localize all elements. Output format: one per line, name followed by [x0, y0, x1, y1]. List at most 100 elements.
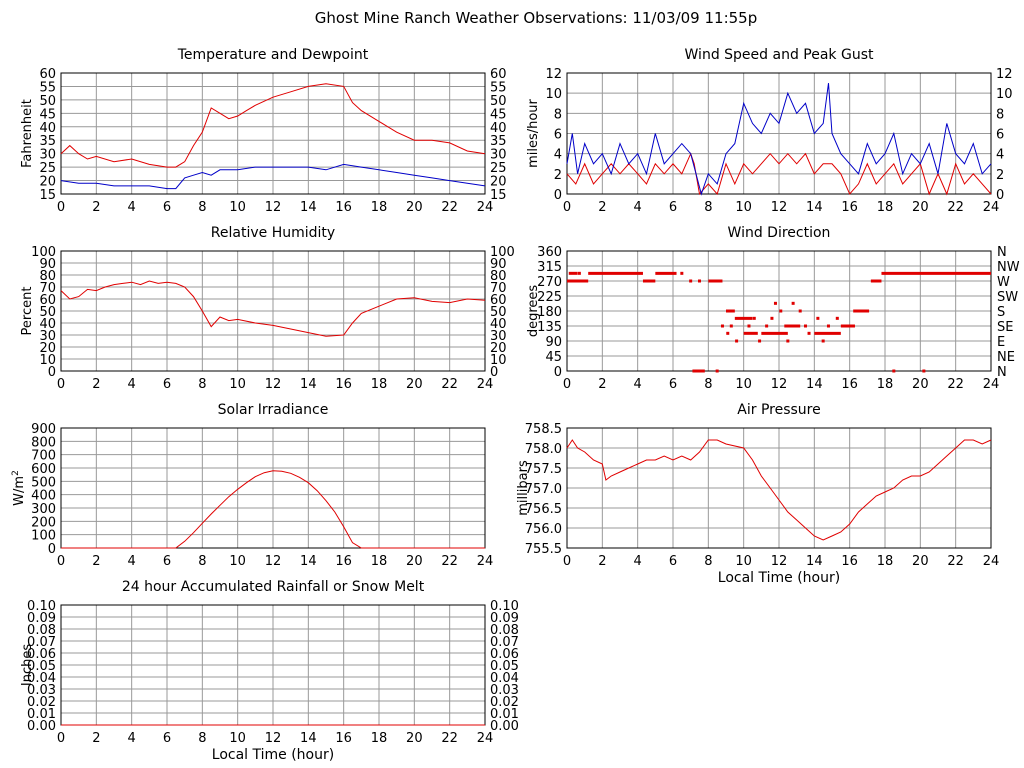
wind_direction-xtick-label: 10: [735, 377, 752, 392]
temperature-ytick-label-right: 20: [490, 175, 507, 190]
wind_direction-direction-point: [922, 369, 926, 373]
temperature-title: Temperature and Dewpoint: [177, 47, 369, 63]
solar-ytick-label: 0: [48, 542, 56, 557]
pressure-title: Air Pressure: [737, 402, 820, 418]
temperature-xtick-label: 14: [300, 200, 317, 215]
solar-xtick-label: 16: [335, 554, 352, 569]
humidity-ytick-label: 70: [39, 281, 56, 296]
solar-series-0-line: [61, 470, 485, 549]
rainfall-xtick-label: 10: [229, 731, 246, 746]
pressure-ytick-label: 757.0: [525, 482, 562, 497]
humidity-ytick-label: 90: [39, 257, 56, 272]
humidity-ytick-label-right: 40: [490, 317, 507, 332]
wind_direction-direction-point: [816, 316, 820, 320]
rainfall-ytick-label-right: 0.06: [490, 647, 519, 662]
pressure-ytick-label: 755.5: [525, 542, 562, 557]
wind_direction-direction-point: [807, 331, 811, 335]
pressure-ytick-label: 756.0: [525, 522, 562, 537]
solar-ylabel: W/m2: [11, 470, 27, 506]
pressure-xtick-label: 10: [735, 554, 752, 569]
wind_direction-xtick-label: 24: [983, 377, 1000, 392]
wind_speed-xtick-label: 14: [806, 200, 823, 215]
pressure-xtick-label: 4: [634, 554, 642, 569]
wind_direction-ytick-label: 315: [537, 260, 562, 275]
wind_direction-ytick-label: 135: [537, 320, 562, 335]
solar-ytick-label: 700: [31, 449, 56, 464]
solar-xtick-label: 18: [371, 554, 388, 569]
humidity-ytick-label-right: 50: [490, 305, 507, 320]
humidity-xtick-label: 14: [300, 377, 317, 392]
humidity-xtick-label: 22: [441, 377, 458, 392]
page-title: Ghost Mine Ranch Weather Observations: 1…: [315, 9, 758, 27]
wind_direction-xtick-label: 20: [912, 377, 929, 392]
pressure-ytick-label: 757.5: [525, 462, 562, 477]
humidity-xtick-label: 24: [477, 377, 494, 392]
wind_direction-direction-point: [720, 324, 724, 328]
temperature-ytick-label: 55: [39, 80, 56, 95]
wind_direction-xtick-label: 12: [771, 377, 788, 392]
solar-xtick-label: 0: [57, 554, 65, 569]
wind_speed-plot-frame: [566, 72, 992, 195]
rainfall-ytick-label-right: 0.05: [490, 659, 519, 674]
solar-ytick-label: 200: [31, 515, 56, 530]
solar-ytick-label: 600: [31, 462, 56, 477]
wind_direction-direction-point: [791, 301, 795, 305]
rainfall-ytick-label: 0.02: [27, 695, 56, 710]
wind_speed-xtick-label: 18: [877, 200, 894, 215]
wind_direction-direction-point: [680, 271, 684, 275]
wind_direction-plot-frame: [566, 250, 992, 372]
pressure-xlabel: Local Time (hour): [718, 570, 840, 586]
solar-ytick-label: 100: [31, 529, 56, 544]
rainfall-xtick-label: 4: [128, 731, 136, 746]
pressure-chart: Air Pressure 755.5 756.0 756.5 757.0 757.5 758…: [516, 402, 999, 586]
rainfall-xtick-label: 12: [265, 731, 282, 746]
pressure-ytick-label: 758.0: [525, 442, 562, 457]
humidity-xtick-label: 20: [406, 377, 423, 392]
rainfall-ytick-label-right: 0.08: [490, 623, 519, 638]
wind_direction-compass-label: E: [997, 335, 1005, 350]
wind_direction-compass-label: N: [997, 365, 1007, 380]
temperature-ytick-label: 15: [39, 188, 56, 203]
temperature-ylabel: Fahrenheit: [20, 99, 35, 168]
rainfall-ytick-label-right: 0.10: [490, 599, 519, 614]
pressure-plot-frame: [566, 427, 992, 549]
temperature-ytick-label-right: 50: [490, 94, 507, 109]
wind_direction-direction-point: [892, 369, 896, 373]
pressure-ylabel: millibars: [516, 460, 531, 516]
wind_direction-compass-label: SE: [997, 320, 1013, 335]
temperature-ytick-label-right: 45: [490, 107, 507, 122]
wind_speed-xtick-label: 10: [735, 200, 752, 215]
humidity-ytick-label: 100: [31, 245, 56, 260]
solar-ytick-label: 800: [31, 435, 56, 450]
humidity-ytick-label: 40: [39, 317, 56, 332]
wind_speed-xtick-label: 16: [841, 200, 858, 215]
temperature-xtick-label: 8: [198, 200, 206, 215]
rainfall-ylabel: Inches: [20, 644, 35, 686]
wind_direction-xtick-label: 0: [563, 377, 571, 392]
wind_speed-xtick-label: 8: [704, 200, 712, 215]
humidity-plot-frame: [60, 250, 486, 372]
solar-xtick-label: 22: [441, 554, 458, 569]
wind_speed-title: Wind Speed and Peak Gust: [685, 47, 874, 63]
wind_direction-direction-point: [773, 301, 777, 305]
pressure-ytick-label: 756.5: [525, 502, 562, 517]
humidity-series-0-line: [60, 280, 486, 337]
wind_direction-compass-label: NW: [997, 260, 1020, 275]
wind_direction-direction-point: [835, 316, 839, 320]
temperature-xtick-label: 20: [406, 200, 423, 215]
wind_direction-direction-point: [765, 324, 769, 328]
wind_speed-ytick-label-right: 2: [996, 168, 1004, 183]
temperature-ytick-label: 60: [39, 67, 56, 82]
humidity-xtick-label: 0: [57, 377, 65, 392]
temperature-ytick-label: 35: [39, 134, 56, 149]
pressure-xtick-label: 14: [806, 554, 823, 569]
wind_speed-ytick-label: 2: [554, 168, 562, 183]
wind_speed-ytick-label: 8: [554, 107, 562, 122]
temperature-xtick-label: 2: [92, 200, 100, 215]
temperature-plot-frame: [60, 72, 486, 195]
wind_speed-ytick-label-right: 0: [996, 188, 1004, 203]
solar-ytick-label: 300: [31, 502, 56, 517]
wind_speed-ytick-label-right: 12: [996, 67, 1013, 82]
wind_direction-compass-label: S: [997, 305, 1005, 320]
